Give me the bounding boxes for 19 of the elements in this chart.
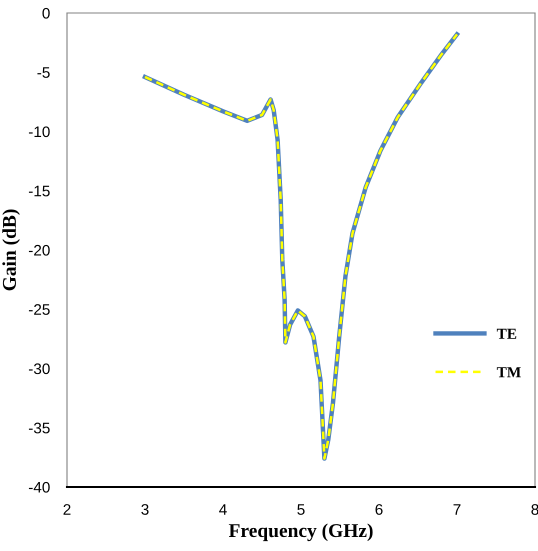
y-axis-title: Gain (dB) xyxy=(2,210,20,290)
y-tick-label: -25 xyxy=(28,304,50,315)
y-tick-label: -15 xyxy=(28,186,50,196)
y-tick-label: -40 xyxy=(28,482,50,493)
y-tick-label: -35 xyxy=(28,422,50,434)
y-tick-label: -10 xyxy=(28,126,50,138)
y-tick-label: -5 xyxy=(37,67,50,78)
y-tick-label: 0 xyxy=(42,8,50,19)
x-tick-label: 6 xyxy=(376,504,383,515)
x-tick-label: 5 xyxy=(297,504,305,515)
y-tick-label: -20 xyxy=(28,244,50,256)
x-tick-label: 2 xyxy=(64,504,70,515)
legend-label: TM xyxy=(496,367,521,378)
x-tick-label: 4 xyxy=(219,504,227,515)
x-tick-label: 7 xyxy=(454,504,460,515)
x-axis-title: Frequency (GHz) xyxy=(228,523,373,542)
legend-label: TE xyxy=(496,328,516,339)
x-tick-label: 3 xyxy=(141,504,149,515)
y-tick-label: -30 xyxy=(28,363,50,374)
